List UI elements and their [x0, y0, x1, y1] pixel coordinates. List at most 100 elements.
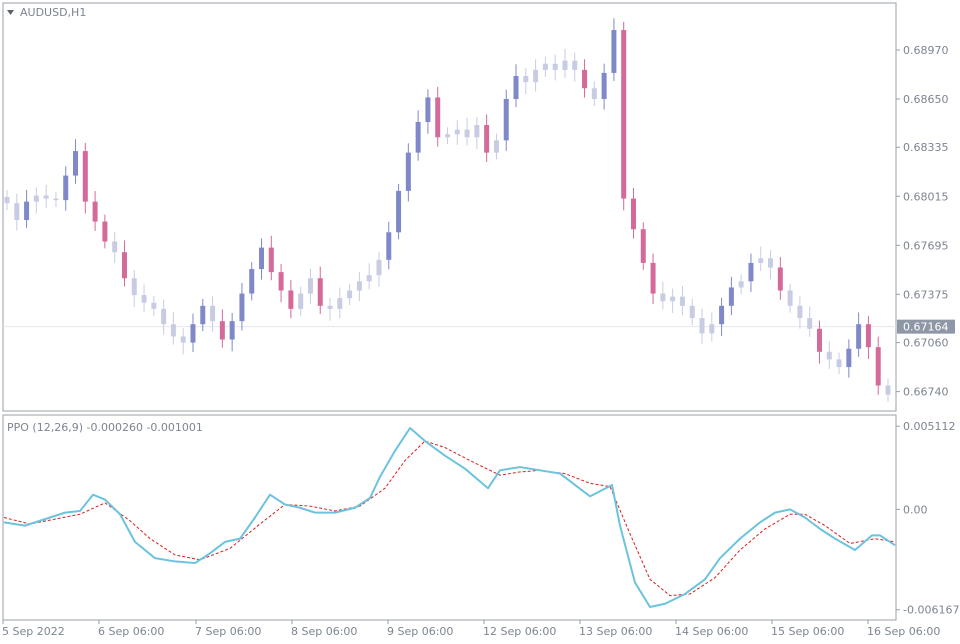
candle — [33, 195, 39, 202]
candle — [200, 305, 206, 325]
candle — [63, 175, 69, 201]
candle — [102, 221, 108, 242]
candle — [317, 278, 323, 306]
candle — [425, 97, 431, 122]
candle — [24, 201, 30, 221]
price-axis-label: 0.68650 — [903, 93, 949, 106]
ppo-axis-label: 0.00 — [903, 503, 928, 516]
candle — [640, 229, 646, 263]
candle — [777, 267, 783, 291]
candle — [621, 30, 627, 199]
ppo-line — [3, 427, 896, 608]
candle — [53, 198, 59, 201]
price-axis-label: 0.68015 — [903, 190, 949, 203]
time-axis-label: 6 Sep 06:00 — [98, 625, 164, 638]
candle — [327, 305, 333, 309]
price-axis-label: 0.67060 — [903, 337, 949, 350]
candle — [474, 125, 480, 138]
candle — [347, 290, 353, 299]
candle — [180, 336, 186, 343]
time-axis-label: 13 Sep 06:00 — [579, 625, 652, 638]
time-axis-label: 8 Sep 06:00 — [291, 625, 357, 638]
current-price-tag — [897, 319, 955, 334]
candle — [533, 69, 539, 83]
indicator-panel-frame — [2, 414, 897, 621]
price-axis-label: 0.68970 — [903, 44, 949, 57]
price-panel-frame — [2, 2, 897, 412]
candle — [307, 278, 313, 294]
candle — [112, 241, 118, 253]
time-axis-label: 15 Sep 06:00 — [771, 625, 844, 638]
candle — [131, 278, 137, 296]
current-price-label: 0.67164 — [903, 321, 949, 334]
candle — [542, 63, 548, 70]
candle — [445, 134, 450, 138]
ppo-lines — [3, 427, 896, 608]
ppo-axis-label: -0.006167 — [903, 604, 959, 617]
candle — [396, 190, 402, 233]
candle — [591, 88, 597, 99]
candle — [758, 258, 764, 263]
indicator-label: PPO (12,26,9) -0.000260 -0.001001 — [7, 421, 203, 434]
candle — [288, 290, 294, 309]
time-axis-label: 12 Sep 06:00 — [483, 625, 556, 638]
price-axis-label: 0.68335 — [903, 141, 949, 154]
candle — [92, 201, 98, 222]
candle — [121, 252, 127, 279]
candle — [670, 296, 676, 302]
candle — [239, 293, 245, 322]
candle — [161, 308, 167, 325]
candle — [249, 269, 255, 294]
candle — [748, 262, 754, 282]
time-axis-label: 14 Sep 06:00 — [675, 625, 748, 638]
candle — [816, 328, 822, 352]
candle — [435, 97, 441, 138]
candle — [503, 98, 509, 141]
time-axis-label: 9 Sep 06:00 — [387, 625, 453, 638]
candle — [210, 305, 216, 322]
candle — [356, 281, 362, 291]
candle — [768, 258, 774, 268]
candle — [298, 293, 304, 309]
candle — [885, 385, 891, 395]
candle — [865, 324, 871, 348]
candle — [601, 72, 607, 99]
candle — [493, 140, 499, 153]
candle — [523, 76, 529, 83]
candle — [728, 287, 734, 306]
candle — [836, 359, 842, 368]
candle — [611, 30, 617, 73]
candle — [82, 151, 88, 202]
candle — [846, 348, 852, 368]
candle — [4, 197, 10, 204]
candle — [141, 295, 147, 303]
candle — [787, 290, 793, 306]
candle — [376, 259, 382, 276]
candle — [826, 351, 832, 360]
time-axis-label: 5 Sep 2022 — [2, 625, 65, 638]
candle — [151, 302, 157, 309]
candle — [660, 293, 666, 302]
price-axis-label: 0.66740 — [903, 386, 949, 399]
candle — [229, 321, 235, 340]
candle — [259, 247, 265, 270]
candle — [366, 275, 372, 282]
candle — [572, 60, 578, 70]
candle — [190, 324, 196, 343]
price-axis-label: 0.67695 — [903, 239, 949, 252]
candle — [630, 198, 636, 230]
candle — [268, 247, 274, 273]
candle — [337, 298, 343, 309]
candle — [875, 347, 881, 386]
price-candles — [4, 18, 891, 402]
candle — [415, 121, 421, 153]
candle — [484, 125, 490, 153]
candle — [582, 69, 588, 89]
chevron-down-icon[interactable] — [7, 10, 14, 15]
candle — [797, 305, 803, 319]
candle — [856, 324, 862, 349]
candle — [562, 60, 568, 70]
candle — [513, 76, 519, 99]
